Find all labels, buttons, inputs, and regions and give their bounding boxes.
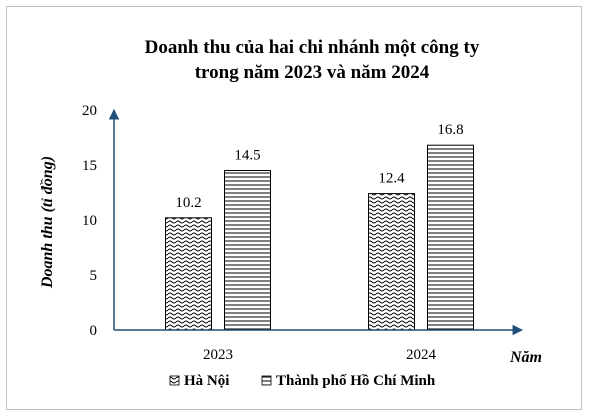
bar-value-label: 16.8 (437, 122, 463, 138)
y-tick-label: 0 (90, 323, 98, 339)
x-tick-label: 2024 (406, 347, 437, 363)
y-tick-label: 20 (82, 103, 97, 119)
y-tick-label: 10 (82, 213, 97, 229)
y-tick-label: 15 (82, 158, 97, 174)
bar-value-label: 10.2 (175, 195, 201, 211)
x-tick-label: 2023 (203, 347, 233, 363)
chart-title-line-1: Doanh thu của hai chi nhánh một công ty (145, 37, 480, 58)
legend: Hà Nội Thành phố Hồ Chí Minh (169, 373, 436, 389)
legend-swatch (261, 375, 272, 386)
legend-swatch (169, 375, 180, 386)
bar-value-label: 14.5 (234, 148, 260, 164)
x-tick-labels: 2023 2024 (203, 347, 437, 363)
bar-value-labels: 10.2 14.5 12.4 16.8 (175, 122, 463, 211)
legend-label: Thành phố Hồ Chí Minh (276, 373, 436, 389)
bar-value-label: 12.4 (378, 171, 405, 187)
x-axis-label: Năm (509, 349, 542, 366)
chart-title-line-2: trong năm 2023 và năm 2024 (195, 62, 430, 83)
bars (165, 144, 474, 331)
bar-tp-hcm-2024 (427, 144, 474, 331)
y-tick-label: 5 (90, 268, 98, 284)
bar-tp-hcm-2023 (224, 170, 271, 331)
chart-frame (6, 6, 582, 410)
legend-label: Hà Nội (184, 373, 229, 389)
bar-ha-noi-2023 (165, 217, 212, 331)
y-tick-labels: 0 5 10 15 20 (82, 103, 97, 339)
bar-ha-noi-2024 (368, 193, 415, 331)
y-axis-label: Doanh thu (tỉ đồng) (39, 156, 56, 289)
